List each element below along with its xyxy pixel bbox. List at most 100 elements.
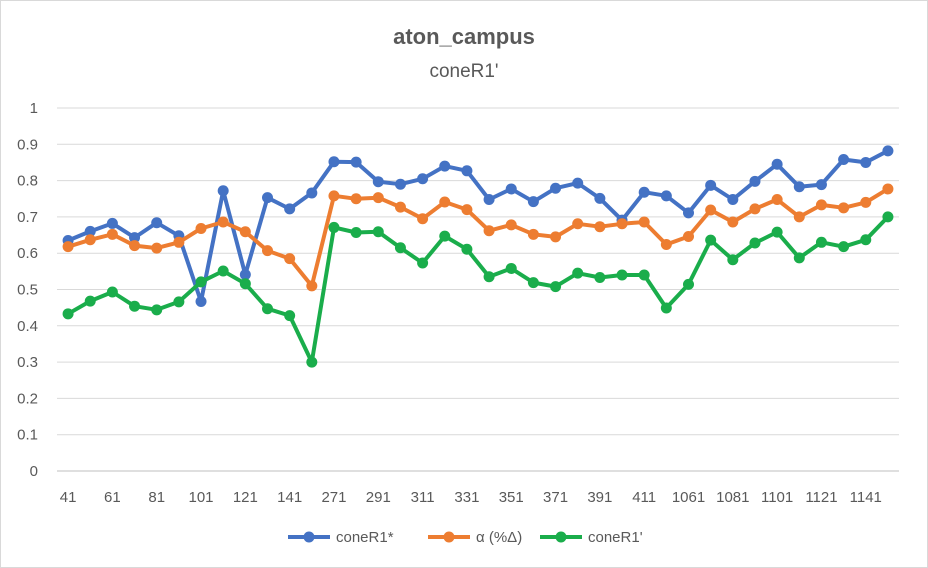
data-point: [882, 211, 894, 223]
data-point: [84, 234, 96, 246]
y-tick-label: 0.4: [17, 318, 38, 335]
x-tick-label: 81: [148, 489, 165, 506]
data-point: [151, 304, 163, 316]
y-tick-label: 0: [30, 463, 38, 480]
legend-item-1: coneR1*: [288, 529, 394, 546]
x-tick-label: 101: [189, 489, 214, 506]
data-point: [505, 219, 517, 231]
y-tick-label: 0.5: [17, 282, 38, 299]
data-point: [793, 252, 805, 264]
data-point: [705, 234, 717, 246]
gridlines: [57, 107, 899, 472]
data-point: [461, 204, 473, 216]
data-point: [328, 156, 340, 168]
data-point: [461, 165, 473, 177]
data-point: [638, 269, 650, 281]
data-point: [815, 199, 827, 211]
data-point: [594, 192, 606, 204]
data-point: [394, 242, 406, 254]
y-tick-label: 0.9: [17, 136, 38, 153]
data-point: [683, 278, 694, 290]
data-point: [815, 236, 827, 248]
x-tick-label: 391: [587, 489, 612, 506]
x-tick-label: 291: [366, 489, 391, 506]
data-point: [550, 182, 562, 194]
data-point: [860, 156, 872, 168]
data-point: [306, 187, 318, 199]
data-point: [660, 302, 672, 314]
data-point: [572, 177, 584, 189]
data-point: [372, 226, 384, 238]
data-point: [594, 272, 606, 284]
legend-swatch-marker: [555, 531, 567, 543]
data-point: [417, 173, 429, 185]
data-point: [350, 193, 362, 205]
data-point: [328, 190, 340, 202]
data-point: [62, 308, 74, 320]
data-point: [106, 217, 118, 229]
series-1: [62, 145, 894, 307]
data-point: [129, 232, 141, 244]
data-point: [350, 227, 362, 239]
data-point: [838, 241, 850, 253]
data-point: [572, 267, 584, 279]
x-tick-label: 41: [60, 489, 77, 506]
x-axis-tick-labels: 41 61 81 101 121 141 271 291 311 331 351 371 391 411 1…: [60, 489, 882, 506]
data-point: [771, 226, 783, 238]
data-point: [483, 271, 495, 283]
x-tick-label: 121: [233, 489, 258, 506]
series-line: [66, 148, 890, 304]
data-point: [527, 277, 539, 289]
data-point: [727, 216, 739, 228]
data-point: [793, 181, 805, 193]
y-tick-label: 0.7: [17, 209, 38, 226]
legend-label: coneR1': [588, 529, 643, 546]
data-point: [417, 257, 429, 269]
legend-swatch-marker: [303, 531, 315, 543]
x-tick-label: 411: [632, 489, 656, 506]
x-tick-label: 271: [321, 489, 346, 506]
data-point: [572, 218, 584, 230]
data-point: [505, 183, 517, 195]
data-point: [239, 226, 251, 238]
data-point: [106, 286, 118, 298]
data-point: [882, 183, 894, 195]
y-tick-label: 0.1: [17, 427, 38, 444]
data-point: [771, 158, 783, 170]
x-tick-label: 1121: [805, 489, 837, 506]
x-tick-label: 1141: [850, 489, 882, 506]
legend-item-2: α (%Δ): [428, 529, 522, 546]
legend: coneR1* α (%Δ) coneR1': [288, 529, 643, 546]
data-point: [838, 202, 850, 214]
data-point: [838, 154, 850, 166]
data-point: [705, 179, 717, 191]
y-tick-label: 0.2: [17, 390, 38, 407]
data-point: [217, 185, 229, 197]
data-point: [195, 295, 207, 307]
data-point: [550, 281, 562, 293]
x-tick-label: 1081: [716, 489, 749, 506]
data-point: [727, 193, 739, 205]
data-point: [195, 223, 207, 235]
data-point: [683, 207, 694, 219]
data-point: [151, 217, 163, 229]
data-point: [129, 300, 141, 312]
data-point: [106, 228, 118, 240]
data-point: [262, 245, 273, 257]
data-point: [550, 231, 562, 243]
data-point: [372, 176, 384, 188]
data-point: [262, 192, 273, 204]
x-tick-label: 371: [543, 489, 568, 506]
legend-label: α (%Δ): [476, 529, 522, 546]
data-point: [594, 221, 606, 233]
data-point: [306, 280, 318, 292]
series-layer: [62, 145, 894, 368]
data-point: [62, 241, 74, 253]
x-tick-label: 61: [104, 489, 121, 506]
data-point: [284, 253, 296, 265]
data-point: [439, 160, 451, 172]
series-2: [62, 183, 894, 292]
data-point: [417, 213, 429, 225]
